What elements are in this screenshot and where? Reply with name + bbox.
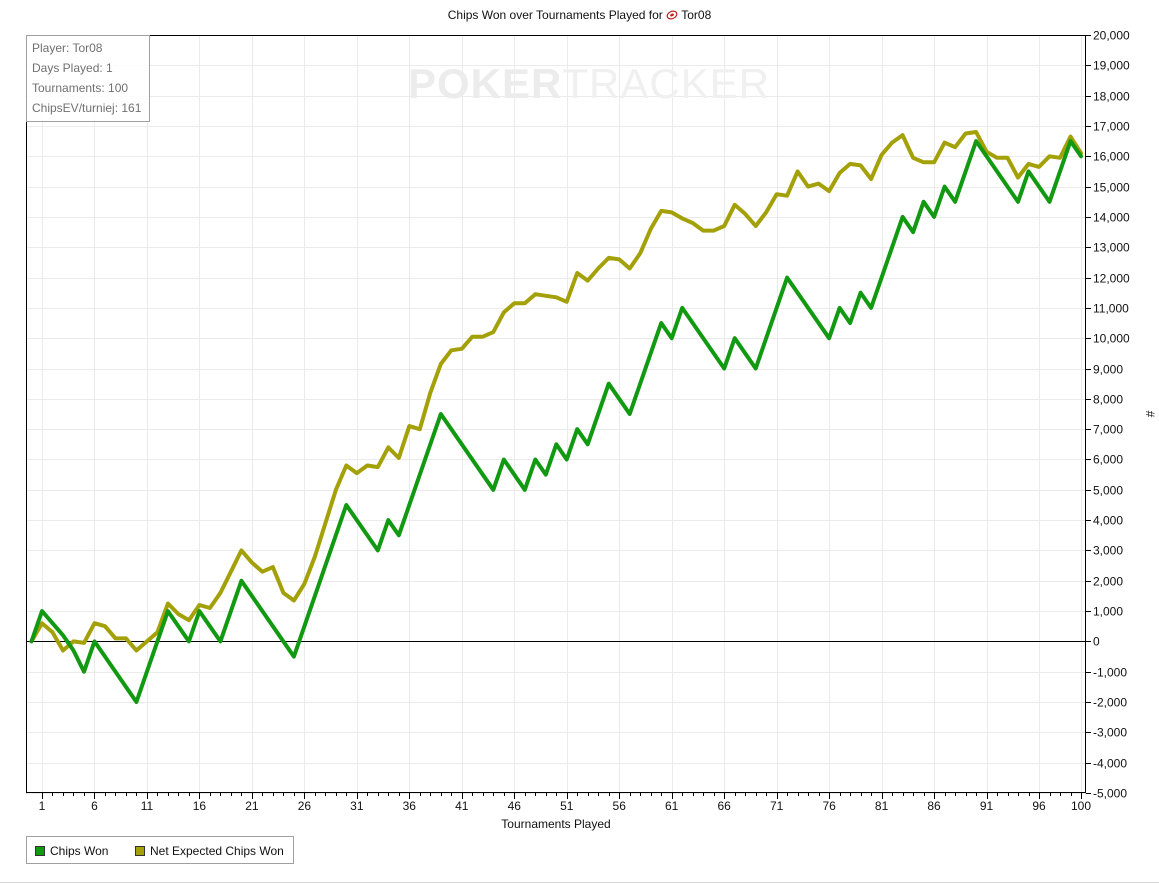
- series-net-expected-chips-won: [29, 130, 1083, 653]
- legend-item-net-expected[interactable]: Net Expected Chips Won: [135, 844, 284, 858]
- x-tick-label: 71: [770, 799, 784, 813]
- y-tick-label: 5,000: [1093, 484, 1123, 498]
- y-tick-label: -3,000: [1093, 726, 1127, 740]
- stats-tournaments: Tournaments: 100: [32, 81, 129, 95]
- legend-item-chips-won[interactable]: Chips Won: [35, 844, 108, 858]
- chart-title-player: Tor08: [681, 8, 712, 22]
- poker-chip-icon: [666, 10, 678, 20]
- x-tick-label: 66: [717, 799, 731, 813]
- x-tick-label: 11: [141, 799, 154, 813]
- y-tick-label: 12,000: [1093, 272, 1130, 286]
- x-tick-label: 51: [560, 799, 574, 813]
- stats-player: Player: Tor08: [32, 41, 103, 55]
- y-tick-label: 4,000: [1093, 514, 1123, 528]
- y-tick-label: 2,000: [1093, 575, 1123, 589]
- y-tick-label: 6,000: [1093, 453, 1123, 467]
- legend-label-net-expected: Net Expected Chips Won: [150, 844, 284, 858]
- y-tick-label: 13,000: [1093, 241, 1130, 255]
- x-tick-label: 81: [875, 799, 889, 813]
- x-tick-label: 56: [613, 799, 627, 813]
- y-tick-label: -2,000: [1093, 696, 1127, 710]
- y-tick-label: 3,000: [1093, 544, 1123, 558]
- x-tick-label: 100: [1071, 799, 1091, 813]
- x-tick-label: 46: [508, 799, 522, 813]
- y-axis-label: #: [1143, 411, 1157, 418]
- y-tick-label: 18,000: [1093, 90, 1130, 104]
- y-tick-label: 17,000: [1093, 120, 1130, 134]
- y-axis: -5,000 -4,000 -3,000 -2,000 -1,000 0 1,000 2,00…: [1086, 29, 1130, 801]
- x-tick-label: 86: [927, 799, 941, 813]
- stats-chips-ev: ChipsEV/turniej: 161: [32, 101, 142, 115]
- x-tick-label: 21: [245, 799, 259, 813]
- x-tick-label: 76: [822, 799, 836, 813]
- legend-swatch-net-expected: [135, 846, 145, 856]
- stats-days-played: Days Played: 1: [32, 61, 113, 75]
- y-tick-label: -5,000: [1093, 787, 1127, 801]
- x-tick-label: 41: [455, 799, 469, 813]
- x-tick-label: 91: [980, 799, 994, 813]
- x-tick-label: 61: [665, 799, 679, 813]
- series-chips-won: [29, 139, 1083, 704]
- stats-box: Player: Tor08 Days Played: 1 Tournaments…: [26, 35, 150, 122]
- y-tick-label: 11,000: [1093, 302, 1129, 316]
- x-tick-label: 96: [1032, 799, 1046, 813]
- legend: Chips Won Net Expected Chips Won: [26, 836, 294, 864]
- y-tick-label: 16,000: [1093, 150, 1130, 164]
- y-tick-label: 15,000: [1093, 181, 1130, 195]
- watermark-light: TRACKER: [562, 60, 771, 107]
- chart-title: Chips Won over Tournaments Played for To…: [0, 8, 1159, 22]
- legend-swatch-chips-won: [35, 846, 45, 856]
- x-tick-label: 36: [403, 799, 417, 813]
- legend-label-chips-won: Chips Won: [50, 844, 109, 858]
- x-tick-label: 6: [91, 799, 98, 813]
- y-tick-label: 10,000: [1093, 332, 1130, 346]
- y-tick-label: 8,000: [1093, 393, 1123, 407]
- plot-frame: [26, 35, 1086, 793]
- y-tick-label: 9,000: [1093, 363, 1123, 377]
- y-tick-label: -4,000: [1093, 757, 1127, 771]
- window-bottom-border: [0, 882, 1159, 883]
- x-tick-label: 26: [298, 799, 312, 813]
- pokertracker-watermark: POKERTRACKER: [408, 60, 770, 108]
- chart-title-text: Chips Won over Tournaments Played for: [447, 8, 663, 22]
- y-tick-label: 0: [1093, 635, 1100, 649]
- y-tick-label: 19,000: [1093, 59, 1130, 73]
- x-axis: 1 6 11 16 21 26 31 36 41 46 51 56 61 66 71 76 81 86 91 96 10…: [39, 793, 1091, 813]
- x-tick-label: 16: [193, 799, 207, 813]
- x-axis-label: Tournaments Played: [501, 817, 610, 831]
- y-tick-label: 7,000: [1093, 423, 1123, 437]
- series-lines: [29, 130, 1083, 704]
- x-tick-label: 1: [39, 799, 46, 813]
- watermark-strong: POKER: [408, 60, 563, 107]
- x-tick-label: 31: [350, 799, 364, 813]
- plot-area: [26, 35, 1086, 793]
- y-tick-label: 14,000: [1093, 211, 1130, 225]
- y-tick-label: 1,000: [1093, 605, 1123, 619]
- y-tick-label: -1,000: [1093, 666, 1127, 680]
- y-tick-label: 20,000: [1093, 29, 1130, 43]
